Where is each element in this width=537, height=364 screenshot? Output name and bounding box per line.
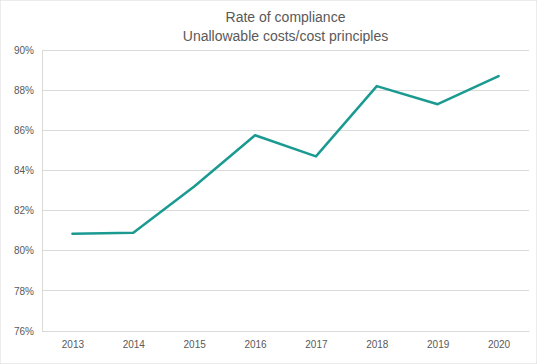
y-tick: 76%: [14, 326, 42, 337]
x-tick-label: 2015: [184, 339, 207, 350]
y-tick-label: 76%: [14, 326, 34, 337]
grid-line: [42, 290, 529, 291]
x-tick: 2017: [305, 331, 328, 350]
x-tick-label: 2019: [427, 339, 450, 350]
y-tick: 82%: [14, 205, 42, 216]
series-line: [72, 76, 498, 234]
grid-line: [42, 50, 529, 51]
x-tick-label: 2017: [305, 339, 328, 350]
x-axis-line: [43, 331, 530, 332]
x-tick: 2014: [123, 331, 146, 350]
x-tick: 2020: [488, 331, 511, 350]
y-tick: 90%: [14, 45, 42, 56]
y-tick-label: 86%: [14, 125, 34, 136]
series-group: [72, 76, 498, 234]
x-tick: 2019: [427, 331, 450, 350]
x-tick-label: 2020: [488, 339, 511, 350]
grid-line: [42, 331, 529, 332]
y-axis: 76% 78% 80% 82% 84% 86% 88% 90%: [14, 45, 43, 337]
y-tick-label: 84%: [14, 165, 34, 176]
chart-subtitle: Unallowable costs/cost principles: [183, 28, 388, 44]
x-tick-label: 2016: [244, 339, 267, 350]
grid-line: [42, 210, 529, 211]
x-tick-label: 2014: [123, 339, 146, 350]
y-tick-label: 80%: [14, 245, 34, 256]
x-tick: 2013: [62, 331, 85, 350]
y-tick: 84%: [14, 165, 42, 176]
grid-line: [42, 90, 529, 91]
grid-line: [42, 250, 529, 251]
x-tick: 2016: [244, 331, 267, 350]
x-tick: 2018: [366, 331, 389, 350]
grid: [42, 50, 529, 331]
chart-title: Rate of compliance: [226, 9, 346, 25]
x-tick: 2015: [184, 331, 207, 350]
x-axis: 2013 2014 2015 2016 2017 2018 2019 2020: [43, 331, 530, 350]
y-tick: 80%: [14, 245, 42, 256]
y-axis-line: [42, 51, 43, 332]
chart-background: [0, 0, 537, 364]
y-tick-label: 78%: [14, 286, 34, 297]
grid-line: [42, 170, 529, 171]
y-tick-label: 82%: [14, 205, 34, 216]
y-tick: 88%: [14, 85, 42, 96]
plot-area: 76% 78% 80% 82% 84% 86% 88% 90% 2013 2014 2015 2016…: [14, 45, 530, 350]
x-tick-label: 2018: [366, 339, 389, 350]
grid-line: [42, 130, 529, 131]
x-tick-label: 2013: [62, 339, 85, 350]
y-tick-label: 90%: [14, 45, 34, 56]
chart: Rate of compliance Unallowable costs/cost…: [0, 0, 537, 364]
y-tick: 78%: [14, 286, 42, 297]
y-tick: 86%: [14, 125, 42, 136]
y-tick-label: 88%: [14, 85, 34, 96]
